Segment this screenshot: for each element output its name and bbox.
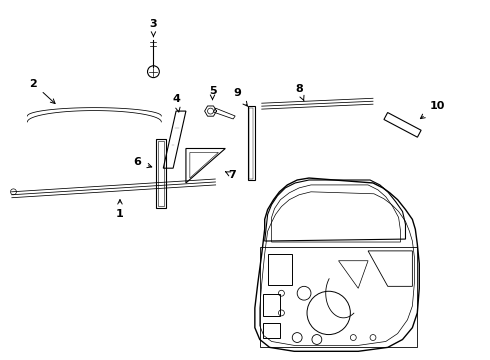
Bar bbox=[249, 108, 253, 179]
Text: 5: 5 bbox=[209, 86, 216, 99]
Bar bbox=[263, 294, 280, 316]
Text: 4: 4 bbox=[172, 94, 180, 112]
Text: 9: 9 bbox=[233, 88, 247, 106]
Bar bbox=[248, 106, 255, 180]
Bar bbox=[156, 139, 166, 208]
Text: 3: 3 bbox=[149, 19, 157, 37]
Text: 6: 6 bbox=[134, 157, 152, 168]
Text: 10: 10 bbox=[420, 101, 445, 118]
Bar bbox=[158, 141, 164, 206]
Text: 1: 1 bbox=[116, 199, 124, 220]
Bar bbox=[268, 254, 292, 285]
Bar bbox=[263, 323, 280, 338]
Text: 7: 7 bbox=[225, 170, 236, 180]
Text: 2: 2 bbox=[29, 78, 55, 104]
Text: 8: 8 bbox=[295, 84, 304, 101]
